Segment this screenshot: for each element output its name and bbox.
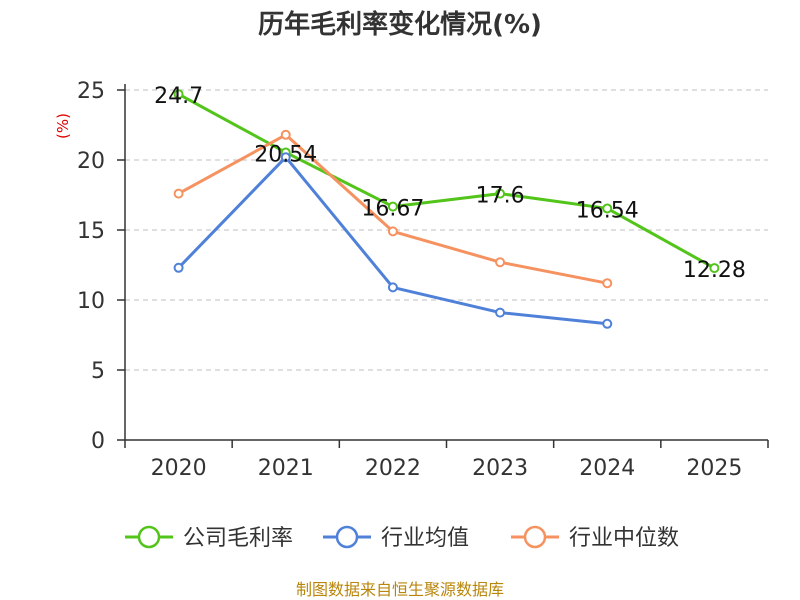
data-point [495,188,506,199]
gridlines [125,89,768,371]
legend-item[interactable]: 行业中位数 [511,525,679,551]
data-point [495,257,506,268]
data-point [387,226,398,237]
legend-item[interactable]: 行业均值 [323,525,469,551]
legend-label: 行业均值 [381,526,469,551]
data-label: 24.7 [154,84,203,109]
source-footer: 制图数据来自恒生聚源数据库 [296,580,504,599]
y-tick-label: 10 [77,289,105,314]
y-tick-label: 25 [77,79,105,104]
x-tick-label: 2020 [151,456,207,481]
data-point [602,203,613,214]
legend-label: 行业中位数 [569,526,679,551]
series-line [177,155,608,326]
legend[interactable]: 公司毛利率 行业均值 行业中位数 [125,525,679,551]
series-2 [173,152,613,329]
data-point [280,152,291,163]
data-label: 12.28 [683,258,746,283]
y-axis-unit-label: (%) [54,113,72,139]
data-label: 16.54 [576,198,639,223]
legend-marker-icon [523,525,547,549]
data-point [280,129,291,140]
data-point [495,307,506,318]
data-point [602,318,613,329]
series-1 [173,89,720,274]
y-tick-label: 15 [77,219,105,244]
data-point [173,89,184,100]
legend-item[interactable]: 公司毛利率 [125,525,293,551]
y-tick-label: 5 [91,359,105,384]
data-point [173,188,184,199]
chart-title: 历年毛利率变化情况(%) [258,9,542,40]
x-tick-label: 2021 [258,456,314,481]
data-point [173,262,184,273]
data-point [387,201,398,212]
data-point [602,278,613,289]
x-tick-label: 2022 [365,456,421,481]
legend-marker-icon [137,525,161,549]
y-tick-label: 20 [77,149,105,174]
y-tick-label: 0 [91,429,105,454]
data-point [709,263,720,274]
data-labels: 24.7 20.54 16.67 17.6 16.54 12.28 [154,84,746,283]
series-3 [173,129,613,289]
x-tick-label: 2024 [579,456,635,481]
x-tick-label: 2023 [472,456,528,481]
data-label: 16.67 [361,197,424,222]
series-lines [173,89,720,329]
legend-label: 公司毛利率 [183,526,293,551]
x-tick-label: 2025 [686,456,742,481]
data-label: 17.6 [476,184,525,209]
data-label: 20.54 [254,142,317,167]
legend-marker-icon [335,525,359,549]
data-point [387,282,398,293]
series-line [177,92,716,270]
